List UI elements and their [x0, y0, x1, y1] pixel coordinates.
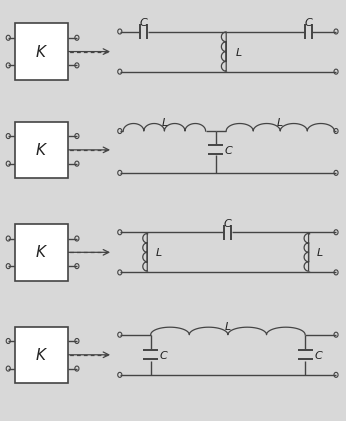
Text: $L$: $L$: [235, 45, 242, 58]
Text: $L$: $L$: [276, 116, 284, 128]
Bar: [15, 122, 68, 178]
Text: $K$: $K$: [35, 44, 48, 60]
Text: $K$: $K$: [35, 142, 48, 158]
Bar: [15, 224, 68, 280]
Text: $L$: $L$: [224, 320, 232, 331]
Bar: [15, 23, 68, 80]
Text: $L$: $L$: [161, 116, 168, 128]
Text: $C$: $C$: [225, 144, 234, 156]
Text: $C$: $C$: [159, 349, 169, 361]
Text: $L$: $L$: [155, 246, 162, 258]
Text: $C$: $C$: [139, 16, 149, 28]
Text: $C$: $C$: [304, 16, 313, 28]
Text: $C$: $C$: [223, 217, 233, 229]
Text: $C$: $C$: [314, 349, 324, 361]
Bar: [15, 327, 68, 383]
Text: $L$: $L$: [316, 246, 324, 258]
Text: $K$: $K$: [35, 244, 48, 260]
Text: $K$: $K$: [35, 347, 48, 363]
